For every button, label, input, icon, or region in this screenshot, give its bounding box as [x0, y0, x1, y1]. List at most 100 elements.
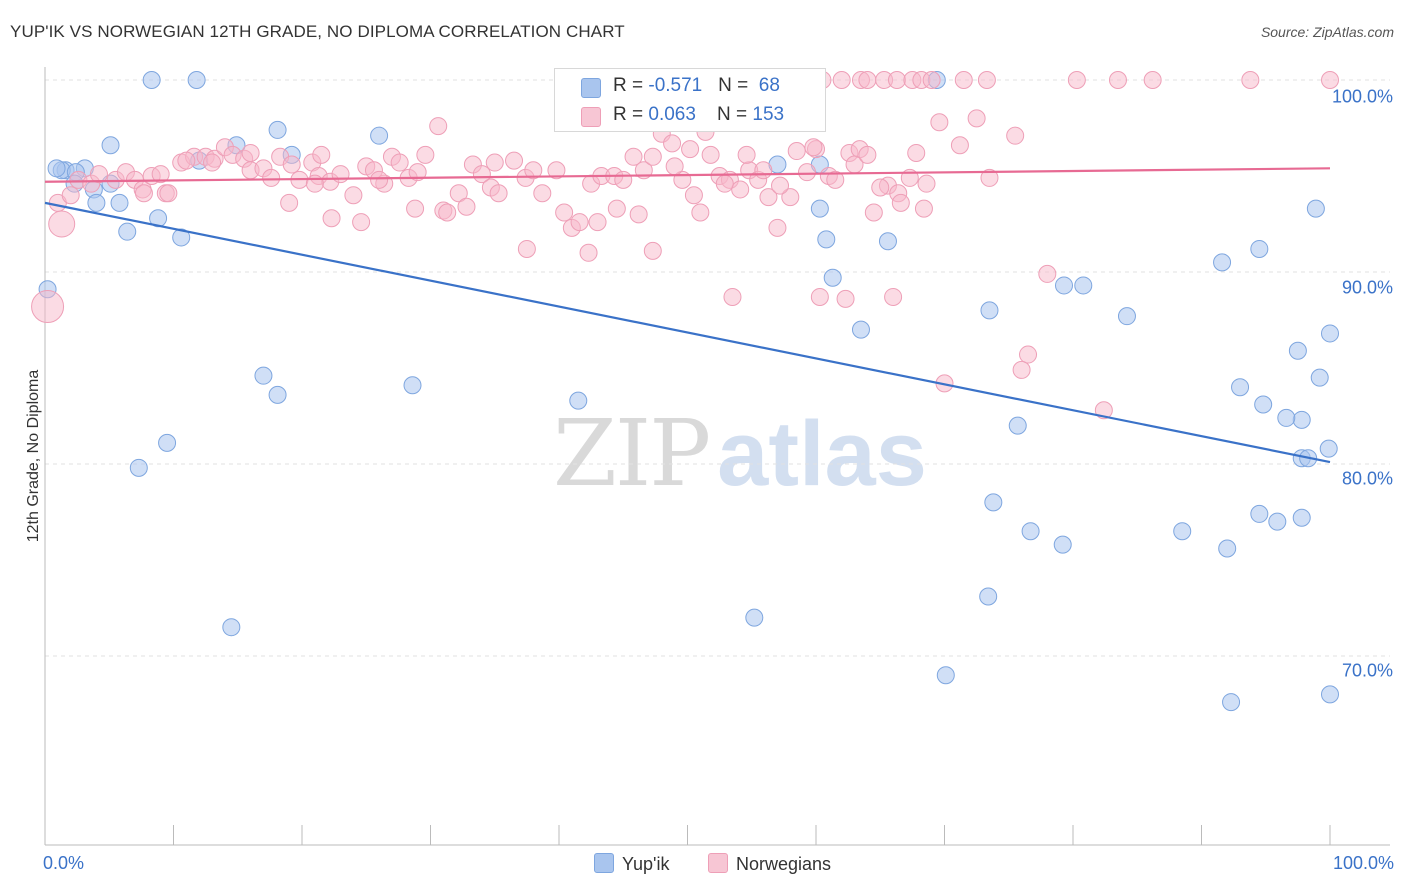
norwegian-point — [826, 170, 845, 189]
norwegian-point — [331, 165, 350, 184]
norwegian-point — [754, 161, 773, 180]
norwegian-point — [457, 197, 476, 216]
norwegian-point — [731, 180, 750, 199]
yupik-point — [222, 618, 241, 637]
norwegian-point — [1143, 71, 1162, 89]
norwegian-point — [629, 205, 648, 224]
yupik-point — [268, 120, 287, 139]
y-tick-label: 70.0% — [1341, 660, 1393, 681]
norwegian-point — [871, 178, 890, 197]
norwegian-point — [930, 113, 949, 132]
yupik-point — [1218, 539, 1237, 558]
norwegian-point — [533, 184, 552, 203]
norwegian-point — [663, 134, 682, 153]
norwegian-point — [737, 145, 756, 164]
yupik-point — [810, 199, 829, 218]
norwegian-point — [517, 239, 536, 258]
yupik-point — [1213, 253, 1232, 272]
yupik-point — [129, 458, 148, 477]
legend-item-yupik: Yup'ik — [594, 853, 669, 875]
norwegian-point — [917, 174, 936, 193]
norwegian-point — [810, 287, 829, 306]
yupik-point — [172, 228, 191, 247]
norwegian-point — [891, 193, 910, 212]
norwegian-point — [954, 71, 973, 89]
norwegian-point — [203, 153, 222, 172]
norwegian-point — [643, 147, 662, 166]
norwegian-point — [922, 71, 941, 89]
norwegian-point — [370, 170, 389, 189]
norwegian-point — [715, 174, 734, 193]
y-tick-label: 100.0% — [1331, 86, 1393, 107]
yupik-point — [1008, 416, 1027, 435]
yupik-point — [101, 136, 120, 155]
norwegian-point — [804, 138, 823, 157]
norwegian-point — [555, 203, 574, 222]
yupik-point — [823, 268, 842, 287]
norwegian-point — [312, 145, 331, 164]
norwegian-point — [579, 243, 598, 262]
norwegian-point — [607, 199, 626, 218]
legend-row-yupik: R = -0.571 N = 68 — [555, 71, 825, 101]
norwegian-point — [134, 184, 153, 203]
yupik-point — [984, 493, 1003, 512]
norwegian-point — [684, 186, 703, 205]
norwegian-point — [438, 203, 457, 222]
norwegian-point — [406, 199, 425, 218]
yupik-point — [878, 232, 897, 251]
yupik-point — [110, 193, 129, 212]
yupik-point — [1250, 239, 1269, 258]
norwegian-point — [241, 143, 260, 162]
norwegian-point — [524, 161, 543, 180]
norwegian-point — [914, 199, 933, 218]
norwegian-point — [798, 163, 817, 182]
yupik-point — [254, 366, 273, 385]
norwegian-point — [665, 157, 684, 176]
norwegian-point — [570, 213, 589, 232]
norwegian-point — [344, 186, 363, 205]
yupik-point — [1254, 395, 1273, 414]
legend-item-norwegians: Norwegians — [708, 853, 831, 875]
norwegian-point — [61, 186, 80, 205]
norwegian-point — [449, 184, 468, 203]
yupik-point — [1288, 341, 1307, 360]
norwegian-trend-line — [44, 167, 1331, 183]
yupik-point — [370, 126, 389, 145]
yupik-point — [1053, 535, 1072, 554]
norwegian-point — [305, 174, 324, 193]
norwegian-point — [352, 213, 371, 232]
yupik-point — [979, 587, 998, 606]
norwegian-point — [864, 203, 883, 222]
yupik-point — [851, 320, 870, 339]
norwegian-point — [429, 117, 448, 136]
yupik-point — [1292, 410, 1311, 429]
yupik-point — [268, 385, 287, 404]
norwegian-point — [588, 213, 607, 232]
chart-title: YUP'IK VS NORWEGIAN 12TH GRADE, NO DIPLO… — [10, 22, 625, 41]
yupik-point — [47, 159, 66, 178]
x-tick-label: 0.0% — [43, 853, 85, 873]
yupik-point — [1231, 378, 1250, 397]
norwegian-point — [858, 145, 877, 164]
norwegian-point — [489, 184, 508, 203]
norwegian-point — [691, 203, 710, 222]
yupik-point — [118, 222, 137, 241]
norwegian-point — [787, 142, 806, 161]
yupik-point — [87, 193, 106, 212]
norwegian-point — [31, 290, 65, 324]
yupik-point — [936, 666, 955, 685]
norwegian-point — [950, 136, 969, 155]
yupik-point — [187, 71, 206, 89]
yupik-point — [817, 230, 836, 249]
yupik-point — [1173, 522, 1192, 541]
yupik-point — [1292, 508, 1311, 527]
yupik-point — [980, 301, 999, 320]
norwegian-point — [416, 145, 435, 164]
legend-swatch-blue — [594, 853, 614, 873]
norwegian-point — [701, 145, 720, 164]
norwegian-point — [771, 176, 790, 195]
yupik-point — [1321, 324, 1339, 343]
yupik-point — [1321, 685, 1339, 704]
norwegian-point — [547, 161, 566, 180]
norwegian-point — [262, 168, 281, 187]
